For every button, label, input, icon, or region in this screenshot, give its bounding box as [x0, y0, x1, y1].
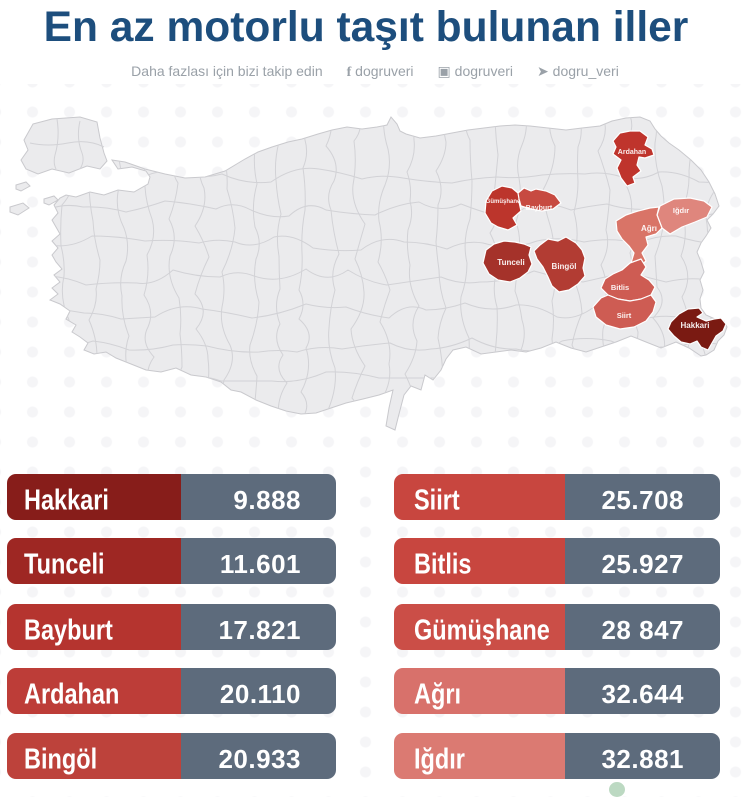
svg-text:Tunceli: Tunceli	[497, 258, 524, 267]
svg-text:Hakkari: Hakkari	[681, 321, 710, 330]
svg-text:Gümüşhane: Gümüşhane	[486, 199, 521, 205]
svg-text:Bayburt: Bayburt	[526, 205, 553, 212]
svg-text:Siirt: Siirt	[617, 311, 632, 320]
svg-text:Iğdır: Iğdır	[673, 206, 689, 215]
svg-text:Bitlis: Bitlis	[611, 283, 629, 292]
svg-text:Bingöl: Bingöl	[552, 262, 577, 271]
svg-text:Ardahan: Ardahan	[618, 149, 646, 156]
svg-text:Ağrı: Ağrı	[641, 224, 657, 233]
